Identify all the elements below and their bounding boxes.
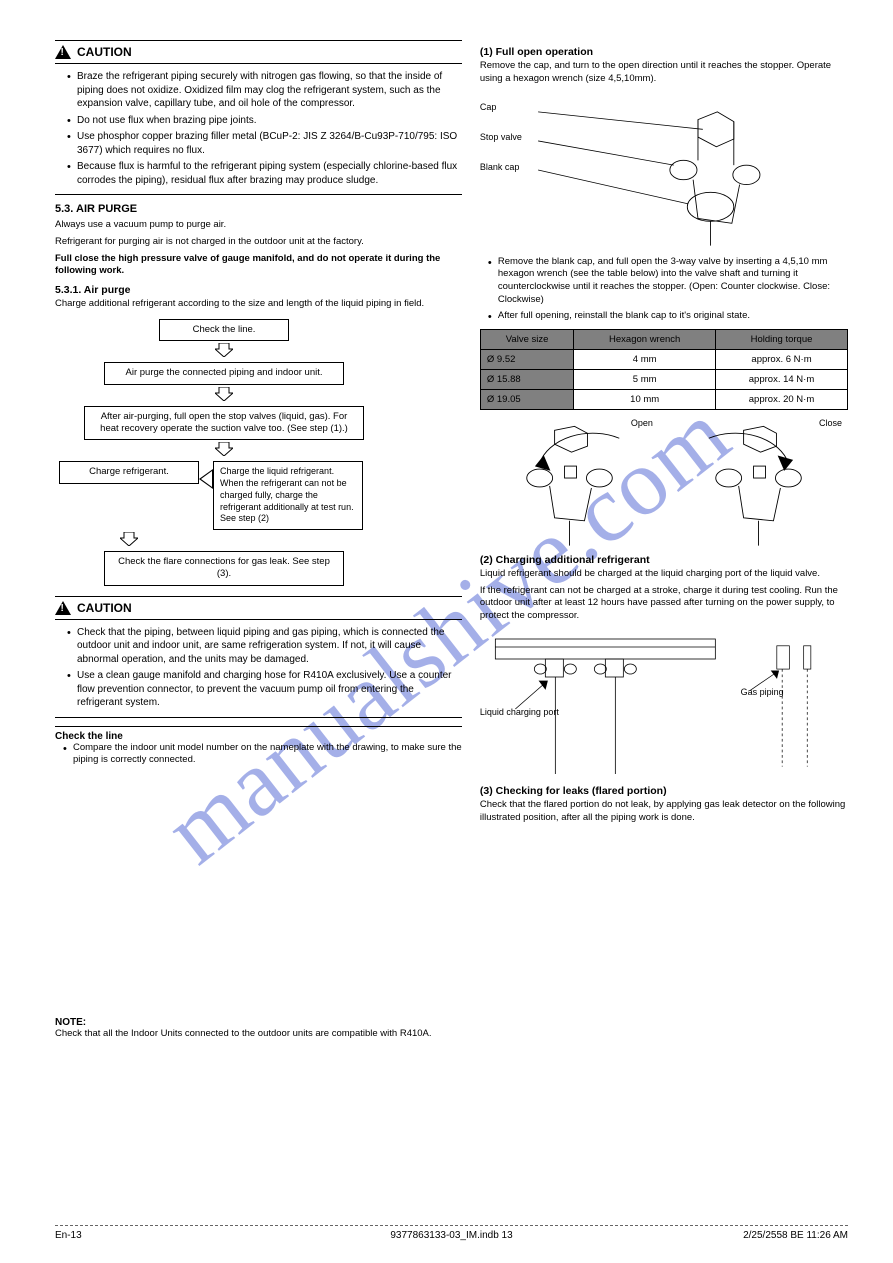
flow-box-4: Charge refrigerant. (59, 461, 199, 483)
check-line-block: Check the line Compare the indoor unit m… (55, 726, 462, 768)
step1-title: (1) Full open operation (480, 46, 848, 58)
td: Ø 15.88 (480, 369, 573, 389)
td: Ø 19.05 (480, 389, 573, 409)
fig1-label-blank: Blank cap (480, 162, 520, 173)
td: 5 mm (574, 369, 716, 389)
air-purge-para: Charge additional refrigerant according … (55, 298, 462, 311)
caution1-item: Braze the refrigerant piping securely wi… (67, 70, 462, 111)
caution1-item: Do not use flux when brazing pipe joints… (67, 114, 462, 128)
step1-bullet: Remove the blank cap, and full open the … (488, 256, 848, 307)
fig2-open-label: Open (631, 418, 653, 429)
step3-title: (3) Checking for leaks (flared portion) (480, 785, 848, 797)
warning-icon (55, 601, 71, 615)
check-line-title: Check the line (55, 731, 462, 742)
callout-pointer-icon (199, 469, 213, 489)
step3-body: Check that the flared portion do not lea… (480, 799, 848, 825)
figure-valve-caps: Cap Stop valve Blank cap (480, 90, 848, 250)
caution-box-1: CAUTION Braze the refrigerant piping sec… (55, 40, 462, 195)
right-column: (1) Full open operation Remove the cap, … (480, 40, 848, 1200)
flow-callout: Charge the liquid refrigerant. When the … (213, 461, 363, 529)
flow-arrow-icon (59, 387, 389, 404)
note-body: Check that all the Indoor Units connecte… (55, 1028, 462, 1041)
heading-5-3: 5.3. AIR PURGE (55, 203, 462, 215)
fig2-close-label: Close (819, 418, 842, 429)
caution-title-1: CAUTION (77, 45, 132, 59)
th-valve-size: Valve size (480, 329, 573, 349)
step1-bullet: After full opening, reinstall the blank … (488, 310, 848, 323)
caution1-item: Use phosphor copper brazing filler metal… (67, 130, 462, 157)
flow-box-2: Air purge the connected piping and indoo… (104, 362, 344, 384)
warning-icon (55, 45, 71, 59)
footer-page-num: En-13 (55, 1230, 82, 1241)
flow-box-3: After air-purging, full open the stop va… (84, 406, 364, 441)
footer-timestamp: 2/25/2558 BE 11:26 AM (743, 1230, 848, 1241)
fig1-label-stop: Stop valve (480, 132, 522, 143)
td: Ø 9.52 (480, 349, 573, 369)
step2-body2: If the refrigerant can not be charged at… (480, 585, 848, 623)
intro-1: Always use a vacuum pump to purge air. (55, 219, 462, 232)
th-wrench: Hexagon wrench (574, 329, 716, 349)
caution-title-2: CAUTION (77, 601, 132, 615)
intro-2: Refrigerant for purging air is not charg… (55, 236, 462, 249)
left-column: CAUTION Braze the refrigerant piping sec… (55, 40, 462, 1200)
footer-filename: 9377863133-03_IM.indb 13 (390, 1230, 512, 1241)
flow-arrow-icon (59, 442, 389, 459)
heading-5-3-1: 5.3.1. Air purge (55, 284, 462, 296)
fig3-liquid-label: Liquid charging port (480, 707, 560, 718)
page-content: CAUTION Braze the refrigerant piping sec… (0, 0, 893, 1220)
page-footer: En-13 9377863133-03_IM.indb 13 2/25/2558… (55, 1225, 848, 1241)
th-torque: Holding torque (716, 329, 848, 349)
caution2-item: Check that the piping, between liquid pi… (67, 626, 462, 667)
td: approx. 14 N·m (716, 369, 848, 389)
step1-bullets: Remove the blank cap, and full open the … (480, 256, 848, 323)
td: approx. 6 N·m (716, 349, 848, 369)
step1-body: Remove the cap, and turn to the open dir… (480, 60, 848, 86)
fig1-label-cap: Cap (480, 102, 497, 113)
figure-open-close: Open Close (480, 418, 848, 548)
fig3-gas-label: Gas piping (741, 687, 801, 698)
figure-charging-port: Liquid charging port Gas piping (480, 629, 848, 779)
flow-box-1: Check the line. (159, 319, 289, 341)
note-title: NOTE: (55, 1017, 462, 1028)
valve-torque-table: Valve size Hexagon wrench Holding torque… (480, 329, 848, 410)
flow-arrow-icon (59, 532, 199, 549)
step2-body: Liquid refrigerant should be charged at … (480, 568, 848, 581)
check-line-item: Compare the indoor unit model number on … (63, 742, 462, 768)
intro-strong: Full close the high pressure valve of ga… (55, 253, 462, 279)
caution-box-2: CAUTION Check that the piping, between l… (55, 596, 462, 718)
td: 4 mm (574, 349, 716, 369)
flow-arrow-icon (59, 343, 389, 360)
flowchart: Check the line. Air purge the connected … (59, 319, 389, 586)
flow-box-5: Check the flare connections for gas leak… (104, 551, 344, 586)
caution2-item: Use a clean gauge manifold and charging … (67, 669, 462, 710)
td: approx. 20 N·m (716, 389, 848, 409)
caution1-item: Because flux is harmful to the refrigera… (67, 160, 462, 187)
td: 10 mm (574, 389, 716, 409)
step2-title: (2) Charging additional refrigerant (480, 554, 848, 566)
